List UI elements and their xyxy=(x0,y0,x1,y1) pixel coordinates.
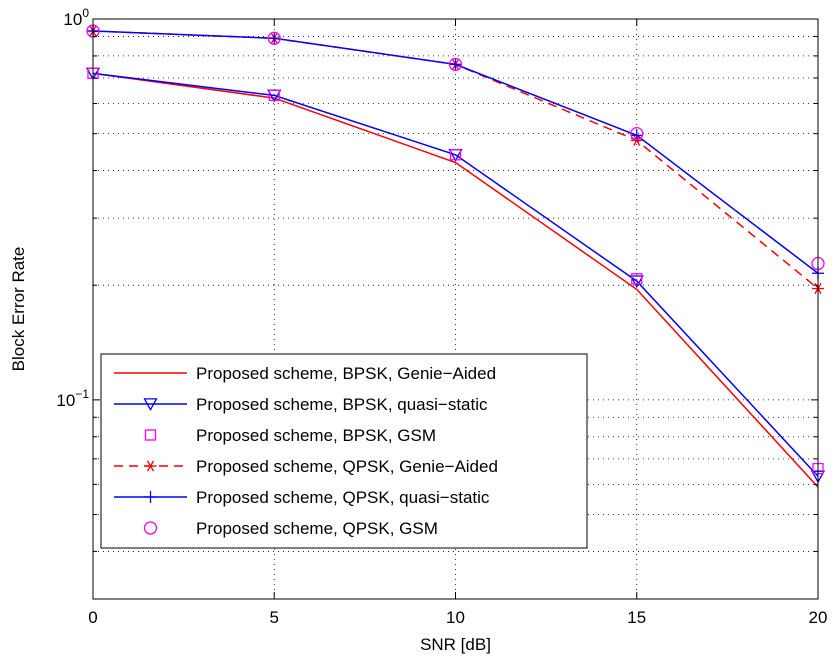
legend-label-2: Proposed scheme, BPSK, quasi−static xyxy=(196,395,488,414)
series-line-1 xyxy=(92,72,819,488)
series-line-2 xyxy=(92,72,819,477)
x-tick-label: 5 xyxy=(270,608,279,627)
x-tick-label: 15 xyxy=(627,608,646,627)
series-3-point xyxy=(268,89,280,102)
legend-label-1: Proposed scheme, BPSK, Genie−Aided xyxy=(196,364,496,383)
axis-ticks xyxy=(92,19,819,600)
legend-marker-5 xyxy=(144,491,157,503)
series-6-point xyxy=(448,57,463,72)
series-5-point xyxy=(268,32,281,45)
series-6-point xyxy=(630,126,644,141)
y-tick-label: 10−1 xyxy=(56,387,89,410)
legend-marker-4 xyxy=(144,460,157,472)
x-tick-label: 10 xyxy=(446,608,465,627)
legend-marker-3 xyxy=(144,429,157,441)
series-5-point xyxy=(449,58,462,71)
x-tick-label: 0 xyxy=(88,608,97,627)
y-tick-label: 100 xyxy=(63,6,89,29)
legend-label-3: Proposed scheme, BPSK, GSM xyxy=(196,426,436,445)
legend-marker-6 xyxy=(143,521,158,535)
series-6-point xyxy=(267,31,281,45)
series-3-point xyxy=(449,149,462,161)
legend-label-5: Proposed scheme, QPSK, quasi−static xyxy=(196,488,490,507)
legend: Proposed scheme, BPSK, Genie−Aided Propos… xyxy=(100,353,588,549)
series-2-point xyxy=(629,275,644,289)
legend-box xyxy=(100,353,588,549)
x-tick-label: 20 xyxy=(809,608,828,627)
asterisk-marker-arm xyxy=(146,460,155,472)
x-axis-label: SNR [dB] xyxy=(420,635,491,654)
legend-label-6: Proposed scheme, QPSK, GSM xyxy=(196,519,438,538)
x-tick-labels: 0 5 10 15 20 xyxy=(88,608,827,627)
y-tick-labels: 100 10−1 xyxy=(56,6,89,410)
series-3-point xyxy=(631,273,643,285)
y-axis-label: Block Error Rate xyxy=(9,247,28,372)
legend-marker-2 xyxy=(143,398,158,412)
legend-label-4: Proposed scheme, QPSK, Genie−Aided xyxy=(196,457,498,476)
